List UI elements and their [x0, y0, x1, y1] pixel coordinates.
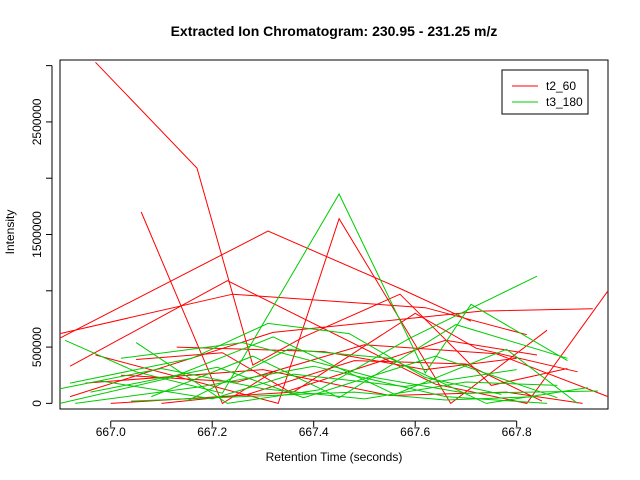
series-t3_180-trace-4	[135, 275, 538, 404]
series-t2_60-trace-12	[120, 344, 609, 398]
series-t3_180-trace-3	[59, 336, 578, 404]
x-axis-label: Retention Time (seconds)	[266, 450, 403, 464]
x-tick-label: 667.0	[96, 425, 126, 439]
legend: t2_60 t3_180	[501, 69, 589, 115]
x-tick-label: 667.6	[400, 425, 430, 439]
legend-label-t2_60: t2_60	[546, 79, 576, 93]
series-t3_180-trace-6	[120, 342, 598, 394]
y-tick-label: 0	[30, 400, 44, 407]
y-axis-label: Intensity	[3, 210, 17, 255]
series-layer	[59, 61, 609, 405]
series-t2_60-trace-8	[69, 308, 593, 398]
y-axis: 0 500000 1500000 2500000	[30, 65, 53, 407]
y-tick-label: 500000	[30, 327, 44, 367]
series-t3_180-trace-9	[100, 369, 517, 400]
x-axis: 667.0 667.2 667.4 667.6 667.8	[96, 420, 532, 439]
series-t2_60-trace-1	[95, 61, 568, 386]
series-t3_180-trace-1	[64, 192, 568, 394]
series-t2_60-trace-2	[140, 211, 274, 405]
x-tick-label: 667.8	[502, 425, 532, 439]
series-t2_60-trace-10	[85, 369, 583, 404]
x-tick-label: 667.2	[197, 425, 227, 439]
series-t2_60-trace-5	[59, 293, 527, 336]
y-tick-label: 2500000	[30, 98, 44, 145]
series-t2_60-trace-3	[59, 230, 472, 339]
series-t3_180-trace-10	[186, 348, 588, 404]
plot-frame	[59, 59, 609, 410]
series-t3_180-trace-8	[151, 324, 568, 399]
x-tick-label: 667.4	[299, 425, 329, 439]
chart-title: Extracted Ion Chromatogram: 230.95 - 231…	[171, 23, 498, 39]
y-tick-label: 1500000	[30, 211, 44, 258]
series-t3_180-trace-12	[130, 391, 538, 402]
legend-label-t3_180: t3_180	[546, 95, 583, 109]
series-t2_60-trace-6	[95, 217, 548, 405]
series-t3_180-trace-5	[90, 355, 558, 399]
legend-box	[501, 69, 589, 115]
